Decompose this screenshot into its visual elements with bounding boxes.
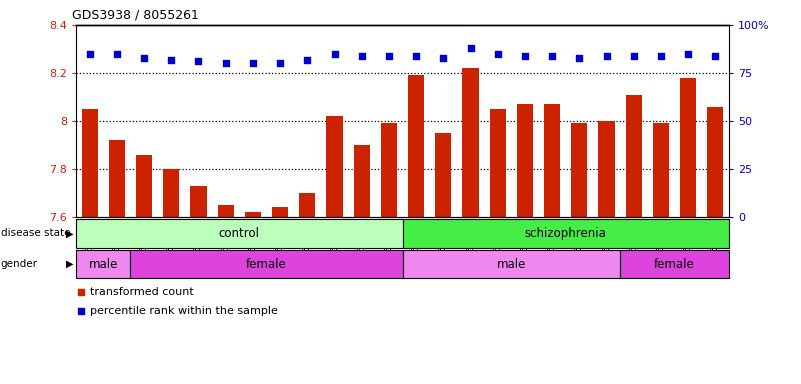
Bar [653,123,669,217]
Point [356,53,368,59]
Point [247,60,260,66]
Text: percentile rank within the sample: percentile rank within the sample [91,306,278,316]
Bar [82,109,98,217]
Text: ▶: ▶ [66,259,74,269]
Point [138,55,151,61]
Point [219,60,232,66]
Point [654,53,667,59]
Point [274,60,287,66]
Point [192,58,205,65]
Point [328,51,341,57]
Bar [76,219,402,248]
Text: ▶: ▶ [66,228,74,238]
Bar [163,169,179,217]
Point [165,56,178,63]
Text: GDS3938 / 8055261: GDS3938 / 8055261 [72,8,199,21]
Point [491,51,504,57]
Point [409,53,422,59]
Point [383,53,396,59]
Text: male: male [497,258,526,270]
Bar [76,250,131,278]
Bar [544,104,560,217]
Point [573,55,586,61]
Text: male: male [89,258,118,270]
Point [464,45,477,51]
Bar [620,250,729,278]
Point [83,51,96,57]
Bar [299,193,316,217]
Bar [109,140,125,217]
Text: female: female [654,258,695,270]
Bar [191,186,207,217]
Point [301,56,314,63]
Text: schizophrenia: schizophrenia [525,227,606,240]
Point [518,53,531,59]
Point [600,53,613,59]
Bar [402,250,620,278]
Text: disease state: disease state [1,228,70,238]
Bar [517,104,533,217]
Bar [462,68,479,217]
Bar [571,123,587,217]
Bar [680,78,696,217]
Bar [326,116,343,217]
Bar [435,133,452,217]
Text: transformed count: transformed count [91,287,194,297]
Bar [131,250,402,278]
Point [682,51,694,57]
Bar [489,109,506,217]
Bar [626,94,642,217]
Point [75,289,88,295]
Bar [408,75,425,217]
Point [437,55,449,61]
Bar [218,205,234,217]
Text: female: female [246,258,287,270]
Bar [136,154,152,217]
Text: gender: gender [1,259,38,269]
Point [75,308,88,314]
Text: control: control [219,227,260,240]
Bar [707,106,723,217]
Point [709,53,722,59]
Point [545,53,558,59]
Bar [598,121,614,217]
Bar [245,212,261,217]
Point [627,53,640,59]
Bar [380,123,397,217]
Point [111,51,123,57]
Bar [402,219,729,248]
Bar [272,207,288,217]
Bar [353,145,370,217]
